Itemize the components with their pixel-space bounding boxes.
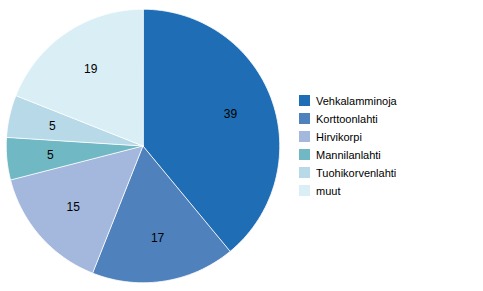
html-text:Mannilanlahti: Mannilanlahti bbox=[316, 148, 381, 161]
svg-text:5: 5 bbox=[47, 148, 54, 162]
svg-text:39: 39 bbox=[224, 107, 238, 121]
html-text:Korttoonlahti: Korttoonlahti bbox=[316, 112, 378, 125]
html-text:muut: muut bbox=[316, 184, 341, 197]
svg-text:19: 19 bbox=[84, 62, 98, 76]
html-text:Tuohikorvenlahti: Tuohikorvenlahti bbox=[316, 166, 397, 179]
svg-text:17: 17 bbox=[151, 231, 165, 245]
svg-text:15: 15 bbox=[67, 200, 81, 214]
html-text:Vehkalamminoja: Vehkalamminoja bbox=[316, 94, 397, 107]
html-text:Hirvikorpi: Hirvikorpi bbox=[316, 130, 362, 143]
svg-text:5: 5 bbox=[49, 119, 56, 133]
